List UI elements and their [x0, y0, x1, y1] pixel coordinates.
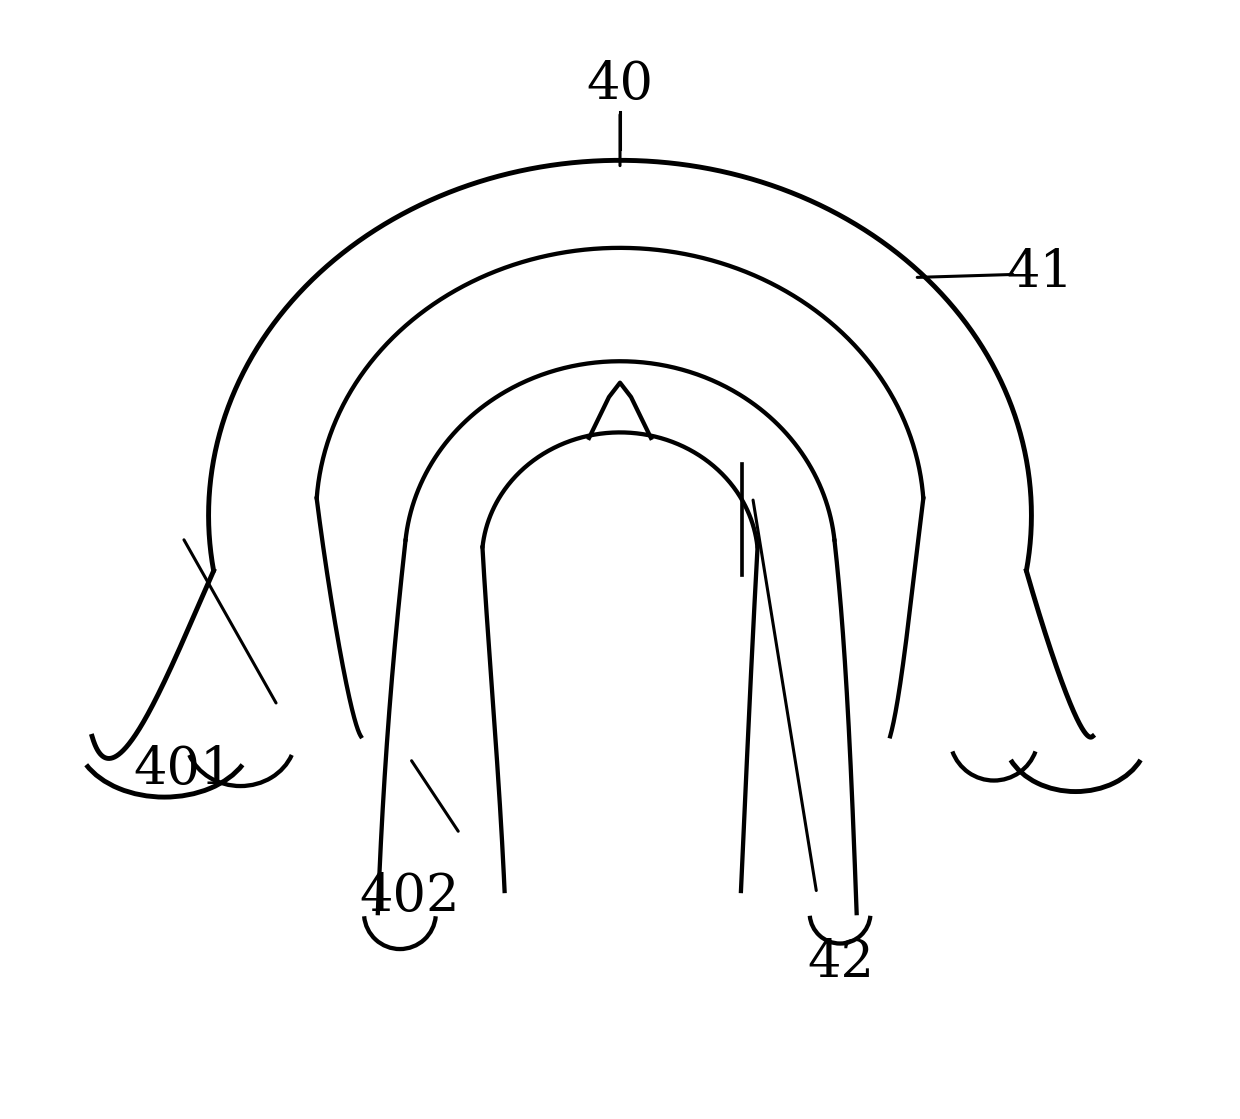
- Text: 41: 41: [1007, 246, 1074, 298]
- Text: 42: 42: [807, 938, 874, 988]
- Text: 401: 401: [133, 744, 234, 794]
- Text: 40: 40: [587, 59, 653, 110]
- Text: 402: 402: [360, 871, 460, 922]
